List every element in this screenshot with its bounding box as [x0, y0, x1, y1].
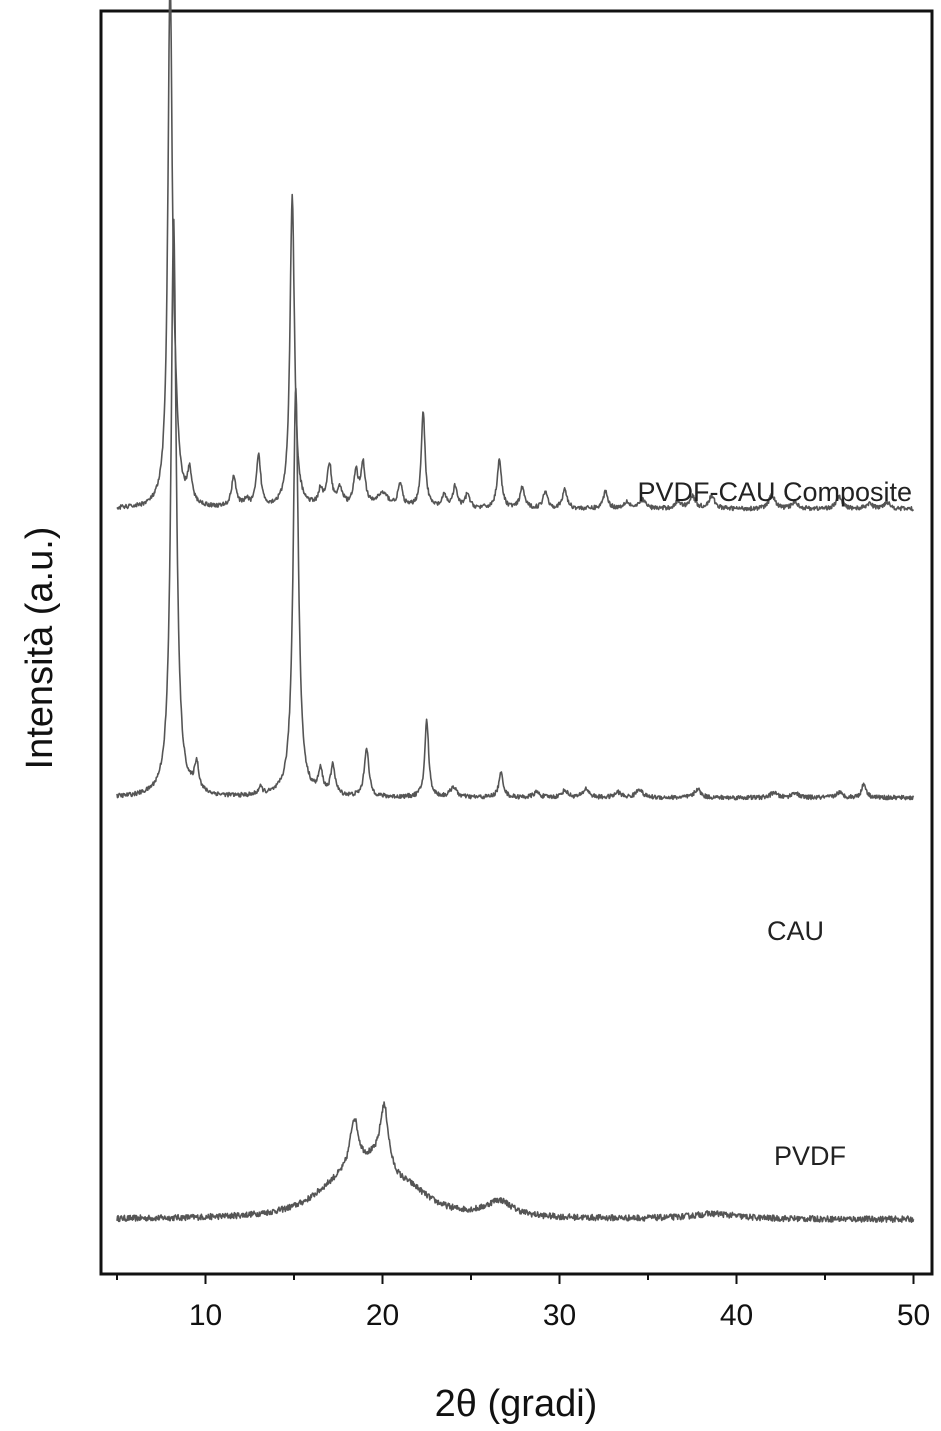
x-axis: 10 20 30 40 50	[116, 1274, 930, 1332]
series-line-pvdf-cau-composite	[116, 0, 915, 512]
x-tick-label: 10	[189, 1299, 222, 1332]
series-label-cau: CAU	[767, 916, 824, 946]
x-tick-label: 50	[897, 1299, 930, 1332]
series-label-pvdf: PVDF	[774, 1141, 846, 1171]
series-line-pvdf	[116, 1101, 915, 1223]
plot-frame	[99, 9, 934, 1276]
series-labels: PVDF CAU PVDF-CAU Composite	[637, 477, 912, 1171]
series-label-pvdf-cau-composite: PVDF-CAU Composite	[637, 477, 912, 507]
x-tick-label: 20	[366, 1299, 399, 1332]
series-line-cau	[116, 218, 915, 801]
series-traces	[116, 0, 915, 1223]
y-axis-title: Intensità (a.u.)	[19, 527, 61, 770]
x-tick-label: 30	[543, 1299, 576, 1332]
x-axis-title: 2θ (gradi)	[435, 1383, 598, 1425]
x-tick-label: 40	[720, 1299, 753, 1332]
